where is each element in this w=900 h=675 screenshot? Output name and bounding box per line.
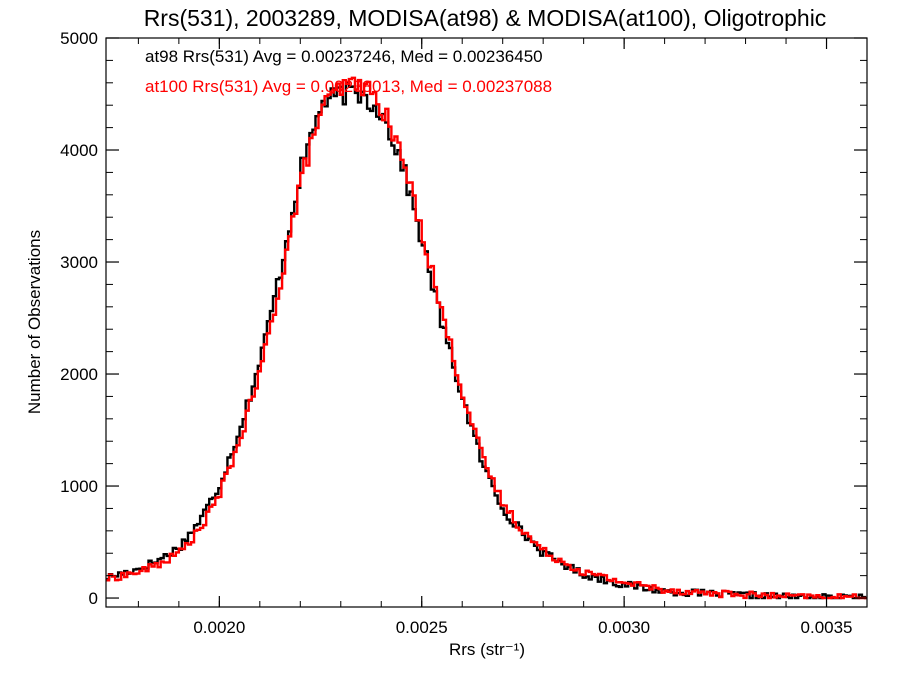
x-tick-label: 0.0030 (598, 618, 650, 637)
x-axis-label: Rrs (str⁻¹) (449, 640, 525, 659)
ticks-layer: 0.0020 0.0025 0.0030 0.0035 0 1000 2000 3000 400… (60, 29, 868, 637)
y-tick-label: 3000 (60, 253, 98, 272)
legend-entry-at100: at100 Rrs(531) Avg = 0.00238013, Med = 0… (145, 77, 552, 96)
series-at100-histogram (106, 76, 867, 600)
chart-title: Rrs(531), 2003289, MODISA(at98) & MODISA… (144, 5, 827, 31)
y-tick-label: 5000 (60, 29, 98, 48)
axes-layer (105, 37, 868, 608)
plot-frame (105, 37, 868, 608)
y-tick-label: 4000 (60, 141, 98, 160)
y-axis-label: Number of Observations (25, 230, 44, 414)
x-tick-label: 0.0020 (193, 618, 245, 637)
y-tick-label: 1000 (60, 477, 98, 496)
legend-entry-at98: at98 Rrs(531) Avg = 0.00237246, Med = 0.… (145, 47, 543, 66)
x-tick-label: 0.0025 (396, 618, 448, 637)
series-layer (106, 76, 867, 600)
x-tick-label: 0.0035 (801, 618, 853, 637)
y-tick-label: 2000 (60, 365, 98, 384)
y-tick-label: 0 (89, 589, 98, 608)
